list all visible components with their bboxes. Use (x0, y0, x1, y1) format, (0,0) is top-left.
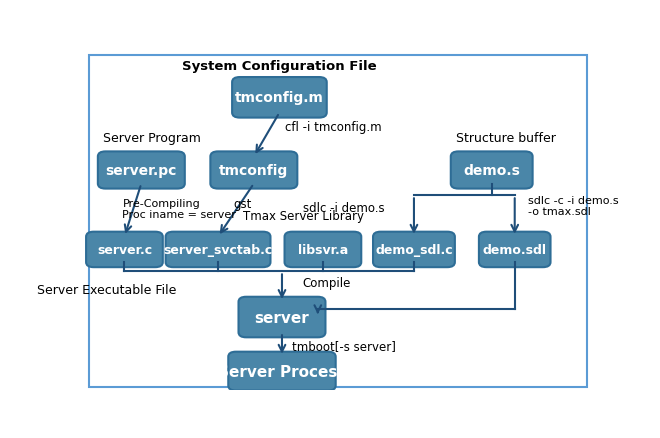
Text: libsvr.a: libsvr.a (298, 244, 348, 256)
FancyBboxPatch shape (86, 232, 163, 268)
Text: tmboot[-s server]: tmboot[-s server] (292, 339, 396, 353)
Text: Pre-Compiling
Proc iname = server: Pre-Compiling Proc iname = server (122, 198, 236, 220)
Text: server.pc: server.pc (106, 164, 177, 177)
FancyBboxPatch shape (451, 152, 533, 189)
Text: cfl -i tmconfig.m: cfl -i tmconfig.m (284, 120, 381, 133)
FancyBboxPatch shape (88, 56, 587, 387)
Text: tmconfig: tmconfig (219, 164, 288, 177)
FancyBboxPatch shape (211, 152, 298, 189)
FancyBboxPatch shape (238, 297, 325, 338)
Text: Server Program: Server Program (103, 132, 201, 145)
FancyBboxPatch shape (284, 232, 361, 268)
Text: Compile: Compile (302, 277, 351, 290)
FancyBboxPatch shape (166, 232, 271, 268)
FancyBboxPatch shape (373, 232, 455, 268)
Text: server: server (255, 310, 310, 325)
Text: Tmax Server Library: Tmax Server Library (244, 210, 364, 223)
Text: gst: gst (234, 198, 251, 211)
Text: sdlc -i demo.s: sdlc -i demo.s (303, 201, 384, 214)
FancyBboxPatch shape (479, 232, 550, 268)
Text: demo.sdl: demo.sdl (482, 244, 546, 256)
Text: demo_sdl.c: demo_sdl.c (375, 244, 453, 256)
Text: System Configuration File: System Configuration File (182, 60, 377, 73)
Text: tmconfig.m: tmconfig.m (235, 91, 324, 105)
Text: Server Process: Server Process (218, 364, 346, 379)
Text: server.c: server.c (97, 244, 152, 256)
Text: sdlc -c -i demo.s
-o tmax.sdl: sdlc -c -i demo.s -o tmax.sdl (527, 195, 618, 217)
FancyBboxPatch shape (228, 352, 336, 391)
FancyBboxPatch shape (98, 152, 185, 189)
Text: Server Executable File: Server Executable File (37, 284, 176, 297)
Text: Structure buffer: Structure buffer (456, 132, 556, 145)
Text: server_svctab.c: server_svctab.c (164, 244, 273, 256)
Text: demo.s: demo.s (463, 164, 520, 177)
FancyBboxPatch shape (232, 78, 327, 118)
